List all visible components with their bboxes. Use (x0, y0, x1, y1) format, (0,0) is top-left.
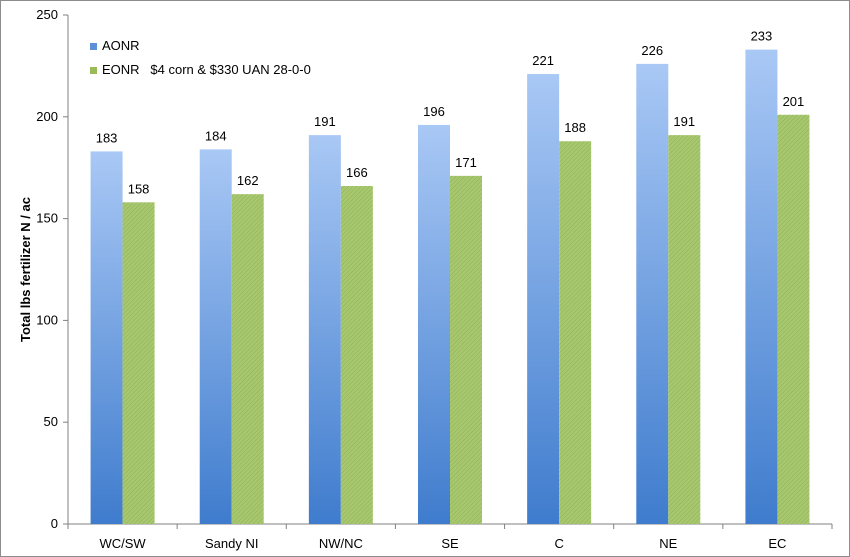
data-label: 196 (423, 104, 445, 119)
data-label: 184 (205, 128, 227, 143)
y-tick-label: 250 (36, 7, 58, 22)
y-tick-label: 200 (36, 109, 58, 124)
x-tick-label: Sandy NI (205, 536, 258, 551)
bar-aonr (527, 74, 560, 524)
x-tick-label: WC/SW (99, 536, 146, 551)
data-label: 221 (532, 53, 554, 68)
legend-swatch-aonr (90, 43, 97, 50)
bar-aonr (90, 151, 123, 525)
bar-aonr (308, 135, 341, 524)
bar-aonr (745, 49, 778, 524)
bar-eonr (231, 194, 264, 524)
bar-eonr (450, 175, 482, 524)
x-tick-label: NW/NC (319, 536, 363, 551)
y-tick-label: 150 (36, 211, 58, 226)
legend-label-eonr: EONR $4 corn & $330 UAN 28-0-0 (102, 62, 311, 77)
bar-eonr (777, 114, 810, 524)
data-label: 162 (237, 173, 259, 188)
legend: AONR EONR $4 corn & $330 UAN 28-0-0 (90, 38, 311, 77)
data-label: 188 (564, 120, 586, 135)
data-label: 191 (314, 114, 336, 129)
x-tick-label: C (554, 536, 563, 551)
bar-eonr (668, 135, 701, 524)
bar-eonr (559, 141, 592, 524)
bars (90, 49, 810, 525)
bar-eonr (122, 202, 155, 524)
x-tick-label: SE (441, 536, 459, 551)
y-axis-title: Total lbs fertilizer N / ac (18, 197, 33, 342)
bar-aonr (636, 63, 669, 524)
data-label: 233 (751, 29, 773, 44)
axes: 0 50 100 150 200 250 WC/SW Sandy NI NW/NC SE C NE EC (36, 7, 833, 551)
data-label: 171 (455, 155, 477, 170)
data-label: 201 (783, 94, 805, 109)
x-tick-label: EC (768, 536, 786, 551)
data-label: 191 (673, 114, 695, 129)
data-label: 226 (641, 43, 663, 58)
legend-swatch-eonr (90, 67, 97, 74)
y-tick-label: 0 (51, 516, 58, 531)
data-labels: 183 158 184 162 191 166 196 171 221 188 226 191 233 2… (96, 29, 805, 197)
data-label: 158 (128, 181, 150, 196)
x-tick-label: NE (659, 536, 677, 551)
legend-label-aonr: AONR (102, 38, 140, 53)
data-label: 166 (346, 165, 368, 180)
bar-eonr (340, 186, 373, 525)
bar-aonr (199, 149, 232, 524)
y-tick-label: 50 (44, 414, 58, 429)
data-label: 183 (96, 130, 118, 145)
bar-aonr (418, 124, 450, 524)
y-tick-label: 100 (36, 312, 58, 327)
